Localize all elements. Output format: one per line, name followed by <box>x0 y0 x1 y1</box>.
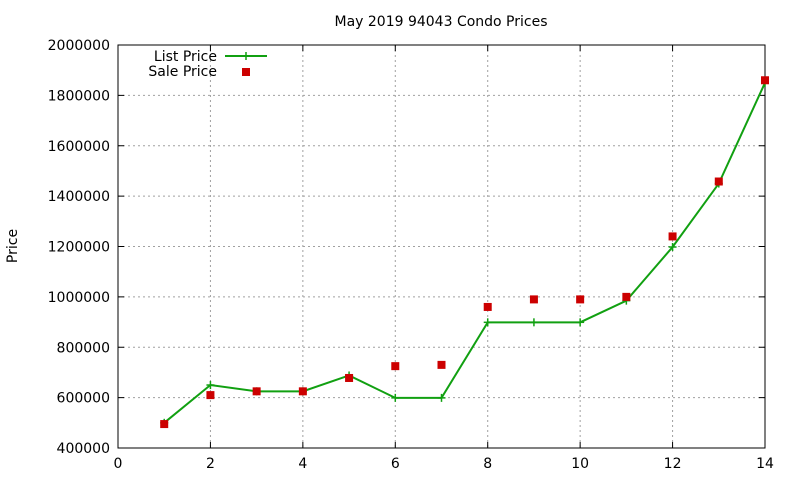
x-tick-label: 8 <box>483 456 492 472</box>
legend-marker-sale-price <box>242 68 250 76</box>
list-price-point <box>576 318 585 327</box>
sale-price-point <box>529 295 538 304</box>
x-tick-label: 2 <box>206 456 215 472</box>
x-tick-label: 10 <box>571 456 589 472</box>
y-tick-label: 1400000 <box>48 189 110 205</box>
sale-price-point <box>483 302 492 311</box>
x-tick-label: 12 <box>664 456 682 472</box>
sale-price-point <box>668 232 677 241</box>
legend: List Price Sale Price <box>148 49 267 80</box>
legend-label-sale-price: Sale Price <box>148 64 217 80</box>
axis-ticks <box>117 44 766 449</box>
y-tick-label: 600000 <box>57 391 110 407</box>
list-price-point <box>529 318 538 327</box>
y-axis-label: Price <box>5 229 21 263</box>
sale-price-point <box>252 387 261 396</box>
tick-labels: 0 2 4 6 8 10 12 14 400000 600000 800000 1000000 1200… <box>48 38 774 472</box>
y-tick-label: 1200000 <box>48 240 110 256</box>
y-tick-label: 1000000 <box>48 290 110 306</box>
grid <box>118 45 765 448</box>
list-price-point <box>206 381 215 390</box>
x-tick-label: 6 <box>391 456 400 472</box>
legend-marker-list-price <box>242 52 250 60</box>
list-price-point <box>483 318 492 327</box>
x-tick-label: 14 <box>756 456 774 472</box>
x-tick-label: 0 <box>114 456 123 472</box>
y-tick-label: 1800000 <box>48 88 110 104</box>
list-price-line <box>163 82 766 424</box>
list-price-point <box>437 393 446 402</box>
y-tick-label: 2000000 <box>48 38 110 54</box>
y-tick-label: 800000 <box>57 340 110 356</box>
sale-price-point <box>345 373 354 382</box>
sale-price-point <box>298 387 307 396</box>
sale-price-point <box>160 420 169 429</box>
sale-price-point <box>391 362 400 371</box>
sale-price-point <box>761 76 769 85</box>
sale-price-point <box>714 177 723 186</box>
plot-frame <box>117 44 766 449</box>
y-tick-label: 1600000 <box>48 139 110 155</box>
y-tick-label: 400000 <box>57 441 110 457</box>
sale-price-point <box>206 391 215 400</box>
x-tick-label: 4 <box>298 456 307 472</box>
sale-price-point <box>622 292 631 301</box>
sale-price-point <box>437 360 446 369</box>
list-price-point <box>668 243 677 252</box>
list-price-point <box>391 393 400 402</box>
legend-label-list-price: List Price <box>154 49 217 65</box>
sale-price-point <box>576 295 585 304</box>
chart-title: May 2019 94043 Condo Prices <box>334 14 547 30</box>
series <box>160 76 769 429</box>
